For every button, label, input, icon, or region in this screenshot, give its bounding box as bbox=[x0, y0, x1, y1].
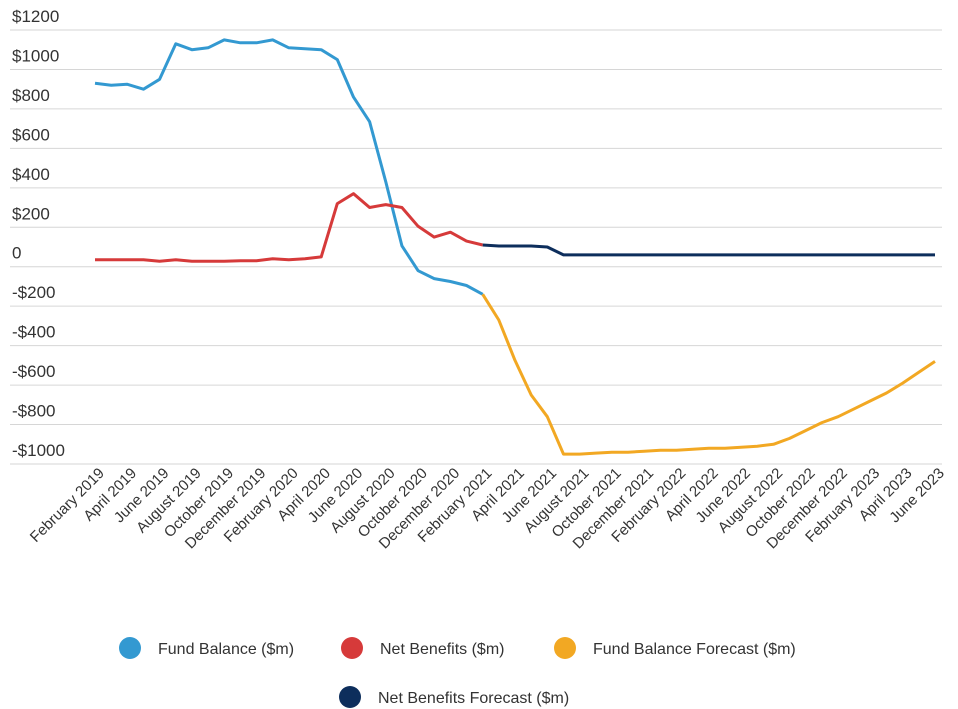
legend-label: Fund Balance Forecast ($m) bbox=[593, 641, 796, 658]
y-tick-label: -$1000 bbox=[12, 441, 65, 460]
y-tick-label: $200 bbox=[12, 204, 50, 223]
legend-marker bbox=[341, 637, 363, 659]
series-line bbox=[94, 38, 484, 296]
legend-marker bbox=[119, 637, 141, 659]
y-tick-label: 0 bbox=[12, 244, 21, 263]
y-tick-label: $1000 bbox=[12, 46, 59, 65]
series-line bbox=[95, 192, 484, 263]
y-tick-label: -$400 bbox=[12, 323, 55, 342]
legend-label: Net Benefits Forecast ($m) bbox=[378, 690, 569, 707]
y-tick-label: $1200 bbox=[12, 7, 59, 26]
y-tick-label: -$200 bbox=[12, 283, 55, 302]
y-tick-label: $800 bbox=[12, 86, 50, 105]
legend-marker bbox=[554, 637, 576, 659]
legend-label: Net Benefits ($m) bbox=[380, 641, 504, 658]
y-tick-label: -$600 bbox=[12, 362, 55, 381]
y-tick-label: $600 bbox=[12, 125, 50, 144]
series-line bbox=[482, 243, 935, 257]
y-tick-label: -$800 bbox=[12, 402, 55, 421]
legend-label: Fund Balance ($m) bbox=[158, 641, 294, 658]
y-tick-label: $400 bbox=[12, 165, 50, 184]
series-line bbox=[481, 293, 936, 456]
legend-marker bbox=[339, 686, 361, 708]
